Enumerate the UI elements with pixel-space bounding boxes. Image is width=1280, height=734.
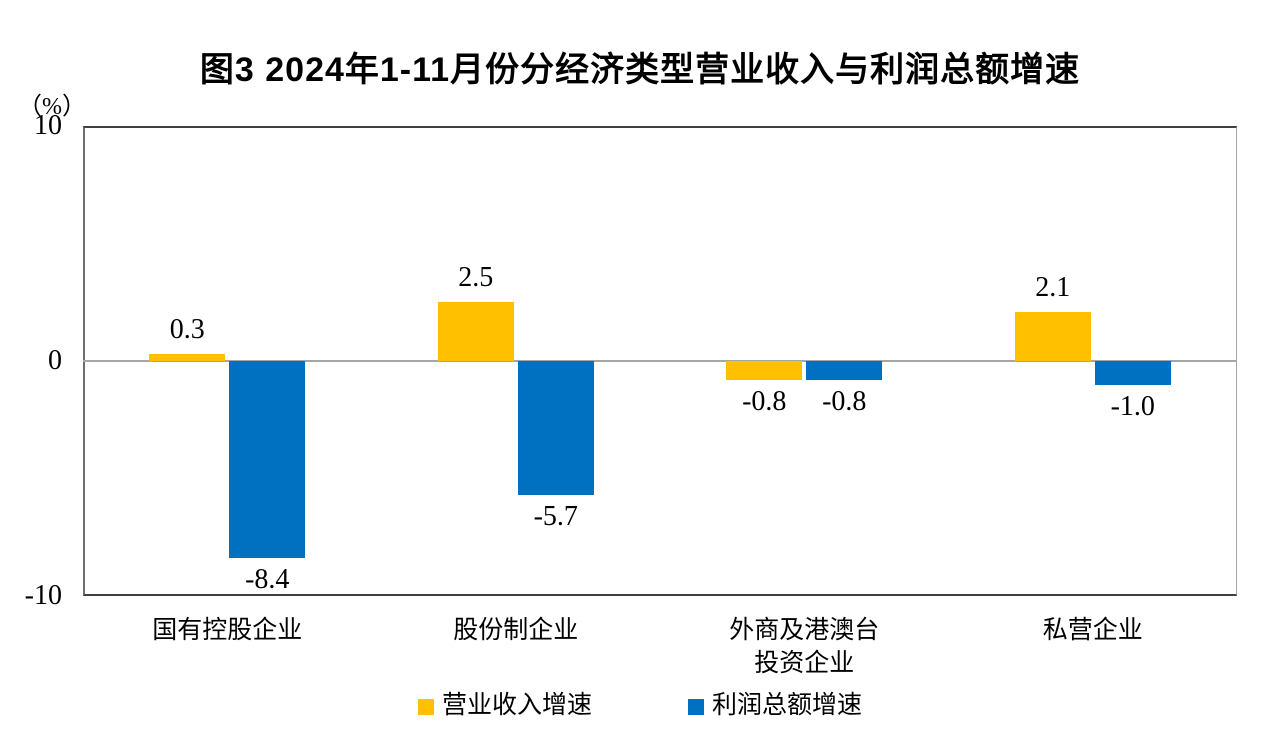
bar-revenue-3 bbox=[1014, 311, 1091, 361]
legend-item-profit: 利润总额增速 bbox=[688, 692, 862, 720]
category-label-2: 外商及港澳台 投资企业 bbox=[729, 617, 880, 677]
bar-value-label: 2.5 bbox=[458, 262, 494, 294]
category-label-3: 私营企业 bbox=[1042, 617, 1143, 644]
category-label-0: 国有控股企业 bbox=[152, 617, 303, 644]
bar-value-label: -0.8 bbox=[822, 385, 867, 417]
y-axis-unit-label: （%） bbox=[18, 94, 86, 120]
y-tick-label: 0 bbox=[48, 345, 62, 376]
legend: 营业收入增速 利润总额增速 bbox=[0, 692, 1280, 720]
bar-profit-1 bbox=[517, 361, 594, 495]
bar-revenue-1 bbox=[437, 302, 514, 361]
legend-label-revenue: 营业收入增速 bbox=[441, 692, 592, 719]
y-tick-label: 10 bbox=[34, 110, 62, 141]
y-tick-label: -10 bbox=[24, 580, 62, 611]
bar-value-label: 0.3 bbox=[169, 313, 205, 345]
legend-swatch-profit-icon bbox=[688, 699, 704, 715]
legend-label-profit: 利润总额增速 bbox=[712, 692, 863, 719]
category-label-1: 股份制企业 bbox=[453, 617, 579, 644]
bar-value-label: -1.0 bbox=[1110, 390, 1155, 422]
bar-profit-3 bbox=[1094, 361, 1171, 385]
bar-value-label: -8.4 bbox=[245, 564, 290, 596]
legend-item-revenue: 营业收入增速 bbox=[417, 692, 592, 720]
bar-profit-0 bbox=[229, 361, 306, 559]
zero-baseline bbox=[83, 360, 1237, 362]
bar-value-label: 2.1 bbox=[1035, 271, 1071, 303]
bar-value-label: -0.8 bbox=[742, 385, 787, 417]
bar-profit-2 bbox=[806, 361, 883, 380]
bar-revenue-2 bbox=[726, 361, 803, 380]
bar-value-label: -5.7 bbox=[533, 500, 578, 532]
chart-title: 图3 2024年1-11月份分经济类型营业收入与利润总额增速 bbox=[199, 51, 1081, 89]
bar-revenue-0 bbox=[149, 353, 226, 361]
legend-swatch-revenue-icon bbox=[417, 699, 434, 715]
